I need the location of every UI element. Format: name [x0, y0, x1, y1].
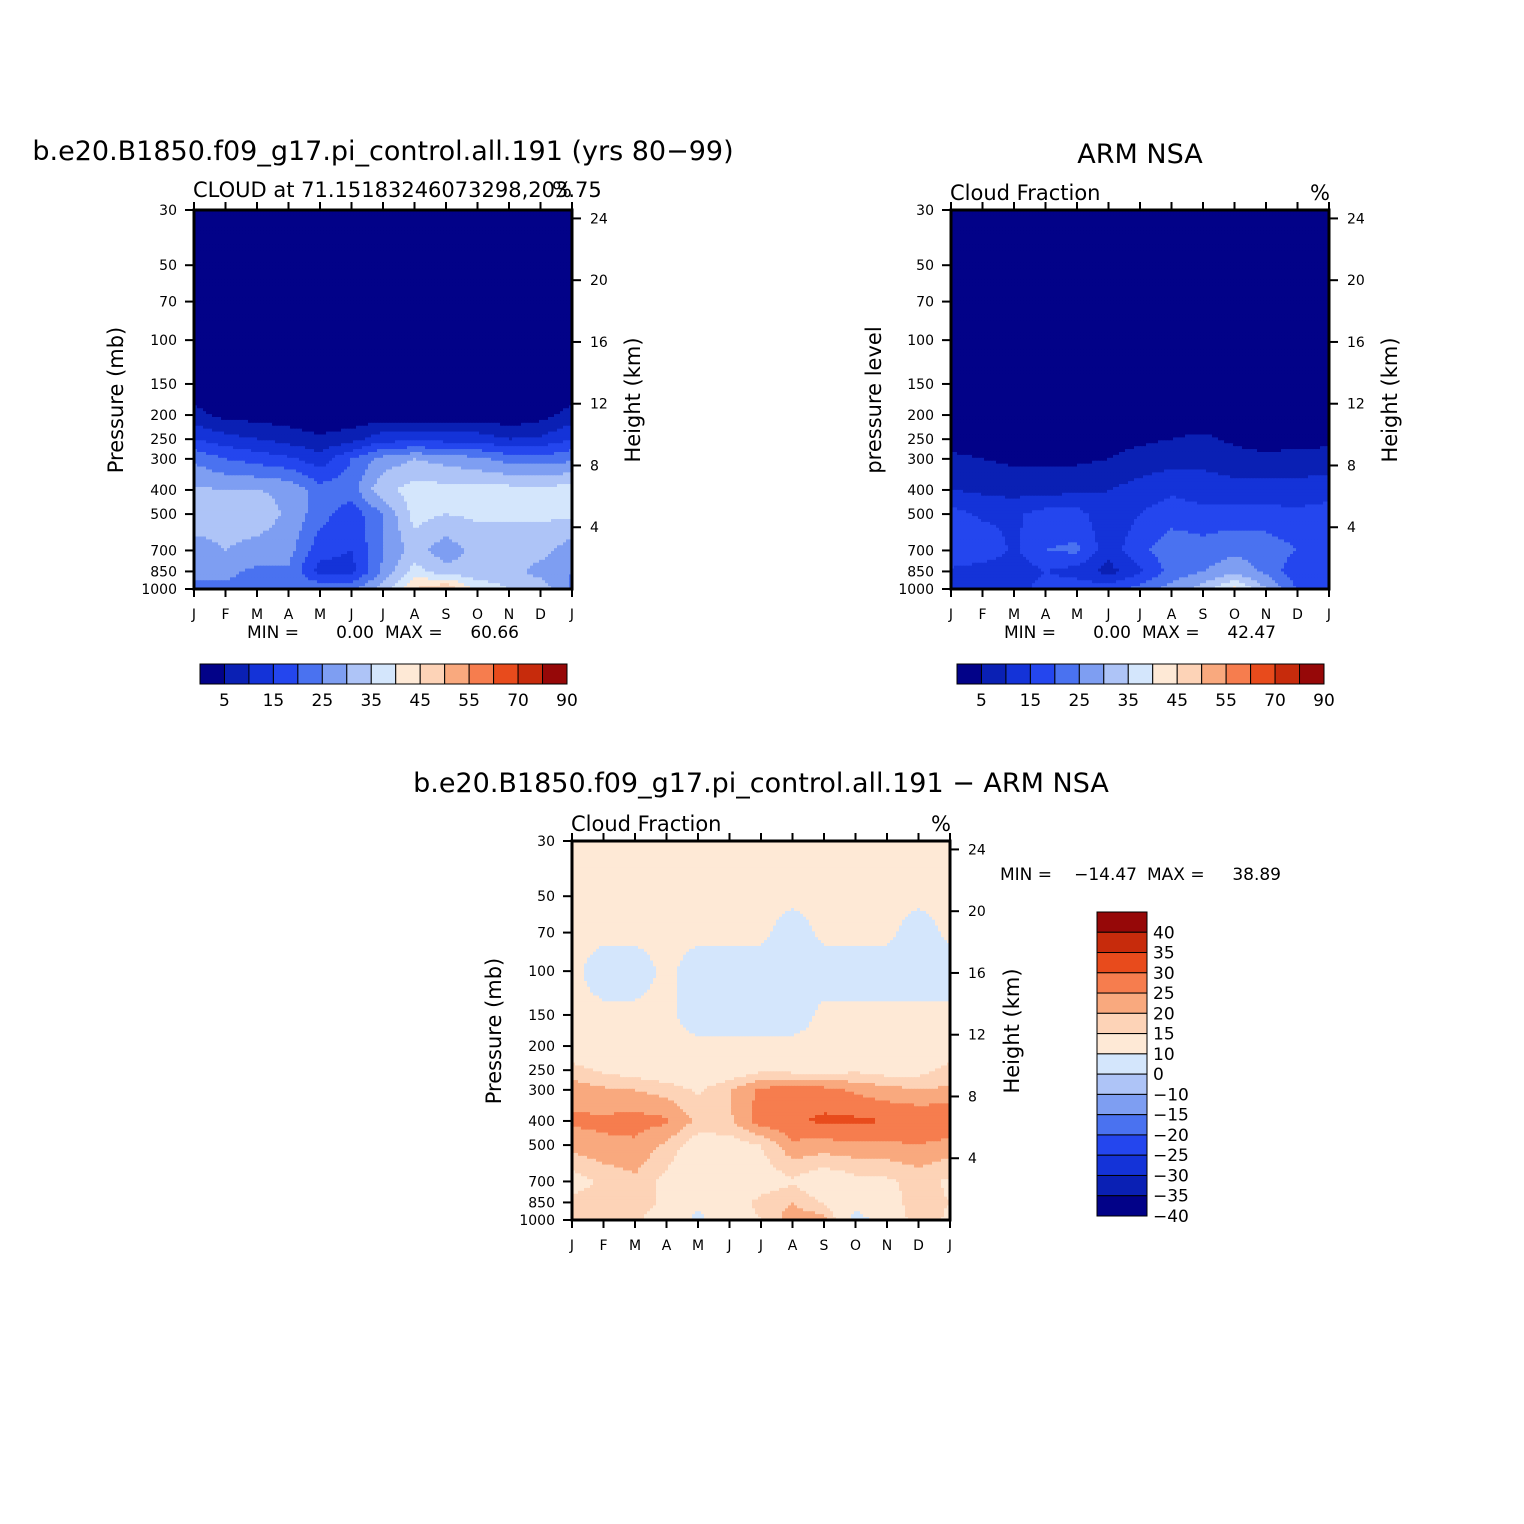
- panel-model-units: %: [552, 178, 572, 202]
- panel-model-subtitle: CLOUD at 71.15183246073298,203.75: [193, 178, 602, 202]
- contour-field: [194, 210, 573, 590]
- panel-model-title: b.e20.B1850.f09_g17.pi_control.all.191 (…: [32, 136, 733, 167]
- panel-model-contour-plot: J F M A M J J A S O N D J305070100150200250300400500…: [141, 202, 608, 623]
- panel-model: b.e20.B1850.f09_g17.pi_control.all.191 (…: [32, 136, 733, 711]
